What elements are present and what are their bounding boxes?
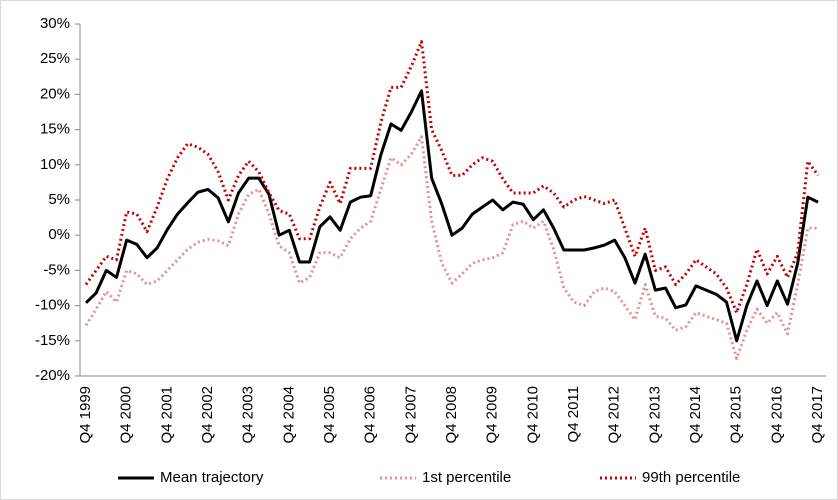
x-tick-label: Q4 2004 [280, 386, 297, 444]
y-tick-label: -10% [35, 297, 70, 314]
x-tick-label: Q4 2017 [809, 386, 826, 444]
x-tick-label: Q4 2000 [118, 386, 135, 444]
y-tick-label: -15% [35, 332, 70, 349]
y-tick-label: 5% [48, 191, 70, 208]
x-tick-label: Q4 2013 [646, 386, 663, 444]
x-tick-label: Q4 2006 [362, 386, 379, 444]
y-tick-label: 30% [40, 15, 70, 32]
x-tick-label: Q4 1999 [77, 386, 94, 444]
x-tick-label: Q4 2008 [443, 386, 460, 444]
x-tick-label: Q4 2011 [565, 386, 582, 442]
y-tick-label: -20% [35, 367, 70, 384]
x-tick-label: Q4 2005 [321, 386, 338, 444]
x-tick-label: Q4 2009 [484, 386, 501, 444]
y-tick-label: -5% [43, 261, 70, 278]
legend-label: Mean trajectory [160, 469, 264, 486]
legend-label: 99th percentile [642, 469, 740, 486]
x-tick-label: Q4 2007 [402, 386, 419, 444]
series-line [84, 40, 820, 315]
y-tick-label: 15% [40, 121, 70, 138]
y-tick-label: 20% [40, 85, 70, 102]
series-line [84, 89, 819, 343]
x-tick-label: Q4 2001 [158, 386, 175, 444]
x-tick-label: Q4 2014 [687, 386, 704, 444]
y-tick-label: 0% [48, 226, 70, 243]
x-tick-label: Q4 2016 [768, 386, 785, 444]
x-tick-label: Q4 2003 [240, 386, 257, 444]
x-tick-label: Q4 2002 [199, 386, 216, 444]
y-tick-label: 25% [40, 50, 70, 67]
x-tick-label: Q4 2012 [606, 386, 623, 444]
series-line [84, 135, 818, 360]
x-tick-label: Q4 2010 [524, 386, 541, 444]
x-tick-label: Q4 2015 [728, 386, 745, 444]
y-tick-label: 10% [40, 156, 70, 173]
legend-label: 1st percentile [422, 469, 511, 486]
